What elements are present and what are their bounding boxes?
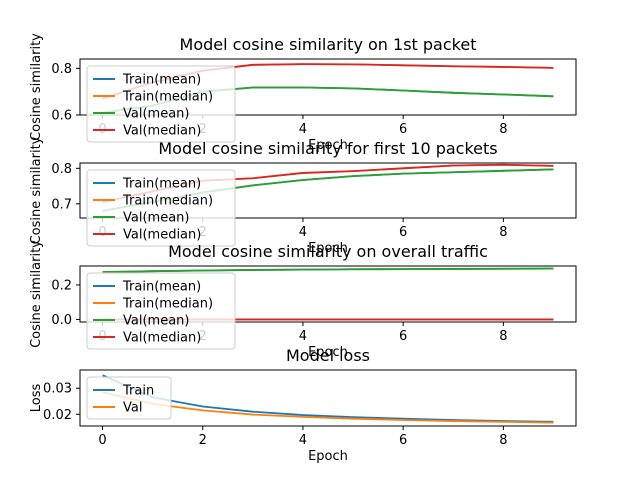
subplot-3: Model cosine similarity on overall traff… — [29, 240, 577, 360]
subplot-title: Model cosine similarity on 1st packet — [180, 35, 477, 54]
subplots: Model cosine similarity on 1st packet 0 2 4… — [29, 33, 577, 464]
y-tick-label: 0.2 — [51, 278, 72, 293]
series-line — [102, 267, 554, 273]
legend-label: Val(mean) — [123, 211, 189, 226]
x-tick-label: 8 — [499, 225, 507, 240]
legend-label: Train(mean) — [122, 73, 201, 88]
x-tick-label: 8 — [499, 122, 507, 137]
x-tick-label: 8 — [499, 433, 507, 448]
legend-box — [86, 376, 172, 420]
axes-frame — [79, 58, 577, 116]
subplot-1: Model cosine similarity on 1st packet024… — [29, 33, 577, 153]
x-tick-label: 6 — [399, 329, 407, 344]
legend-label: Val(median) — [123, 331, 201, 346]
y-axis-label: Cosine similarity — [29, 33, 44, 141]
subplot-title: Model cosine similarity on overall traff… — [168, 242, 488, 261]
y-tick-label: 0.03 — [43, 382, 72, 397]
y-tick-label: 0.6 — [51, 109, 72, 124]
legend-label: Train(median) — [122, 90, 213, 105]
legend-label: Val(median) — [123, 124, 201, 139]
y-tick-label: 0.8 — [51, 162, 72, 177]
legend-label: Train(median) — [122, 297, 213, 312]
legend-box — [86, 65, 236, 143]
legend: Train(mean) Train(median) Val(mean) Val(med… — [86, 65, 236, 143]
x-tick-label: 2 — [199, 433, 207, 448]
y-tick-label: 0.02 — [43, 408, 72, 423]
series-lines — [102, 374, 554, 424]
legend-box — [86, 169, 236, 247]
axes-frame — [79, 369, 577, 427]
series-line — [102, 374, 554, 423]
legend: Train Val — [86, 376, 172, 420]
legend-label: Val(median) — [123, 228, 201, 243]
x-axis-label: Epoch — [308, 241, 348, 256]
subplot-2: Model cosine similarity for first 10 pac… — [29, 136, 577, 256]
x-tick-label: 4 — [299, 225, 307, 240]
y-tick-label: 0.0 — [51, 313, 72, 328]
x-axis-label: Epoch — [308, 138, 348, 153]
x-tick-label: 4 — [299, 433, 307, 448]
x-tick-label: 0 — [98, 433, 106, 448]
y-axis-label: Cosine similarity — [29, 136, 44, 244]
y-tick-label: 0.7 — [51, 197, 72, 212]
legend: Train(mean) Train(median) Val(mean) Val(med… — [86, 169, 236, 247]
legend-label: Val(mean) — [123, 107, 189, 122]
legend-box — [86, 272, 236, 350]
x-tick-label: 8 — [499, 329, 507, 344]
legend-label: Train(mean) — [122, 177, 201, 192]
axes-frame — [79, 265, 577, 323]
axes-frame — [79, 162, 577, 219]
y-axis-label: Cosine similarity — [29, 240, 44, 348]
x-axis-label: Epoch — [308, 449, 348, 464]
legend-label: Train(median) — [122, 194, 213, 209]
x-tick-label: 6 — [399, 122, 407, 137]
subplot-4: Model loss 0 2 4 6 8 0.02 0.03 Epoch Loss Train Val — [29, 346, 577, 464]
x-axis-label: Epoch — [308, 345, 348, 360]
x-tick-label: 6 — [399, 433, 407, 448]
subplot-title: Model loss — [286, 346, 370, 365]
y-tick-label: 0.8 — [51, 62, 72, 77]
legend-label: Val(mean) — [123, 314, 189, 329]
legend: Train(mean) Train(median) Val(mean) Val(med… — [86, 272, 236, 350]
series-line — [102, 391, 554, 424]
x-tick-label: 4 — [299, 329, 307, 344]
legend-label: Val — [123, 401, 142, 416]
subplot-title: Model cosine similarity for first 10 pac… — [158, 139, 497, 158]
legend-label: Train(mean) — [122, 280, 201, 295]
x-tick-label: 4 — [299, 122, 307, 137]
y-axis-label: Loss — [29, 384, 44, 413]
x-tick-label: 6 — [399, 225, 407, 240]
legend-label: Train — [122, 384, 154, 399]
